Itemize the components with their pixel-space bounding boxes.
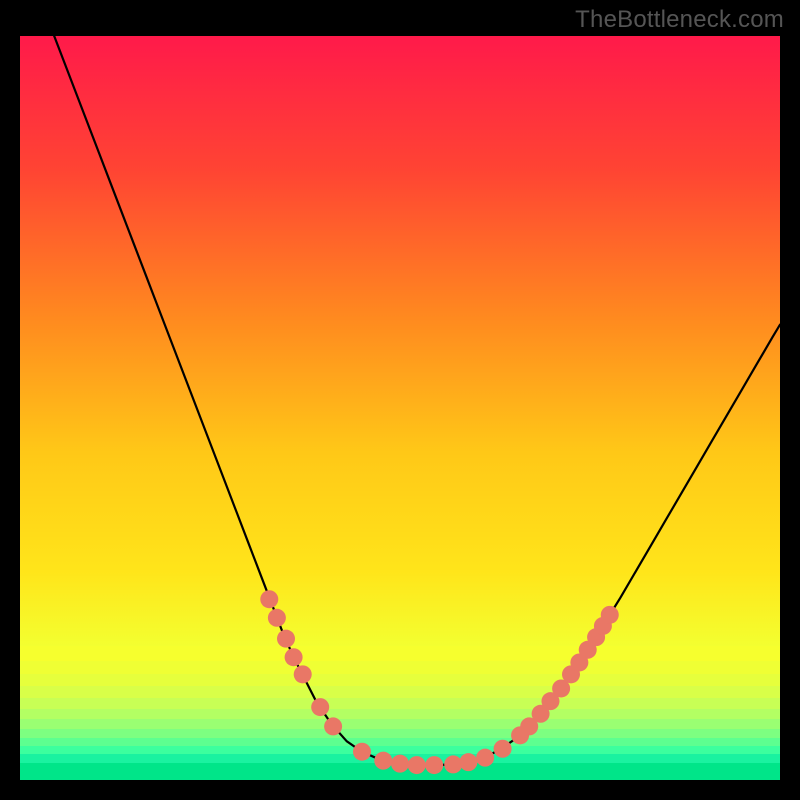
data-marker (459, 753, 477, 771)
data-marker (294, 665, 312, 683)
data-marker (425, 756, 443, 774)
data-marker (311, 698, 329, 716)
data-marker (444, 755, 462, 773)
data-marker (391, 755, 409, 773)
data-marker (601, 606, 619, 624)
data-marker (408, 756, 426, 774)
bottleneck-curve (54, 36, 780, 765)
data-marker (476, 749, 494, 767)
data-marker (324, 717, 342, 735)
chart-container: TheBottleneck.com (0, 0, 800, 800)
data-marker (285, 648, 303, 666)
data-marker (353, 743, 371, 761)
plot-area (20, 36, 780, 780)
watermark-text: TheBottleneck.com (575, 6, 784, 34)
data-marker (494, 740, 512, 758)
data-marker (277, 630, 295, 648)
data-marker (374, 752, 392, 770)
chart-svg-overlay (20, 36, 780, 780)
data-marker (260, 590, 278, 608)
data-marker (268, 609, 286, 627)
